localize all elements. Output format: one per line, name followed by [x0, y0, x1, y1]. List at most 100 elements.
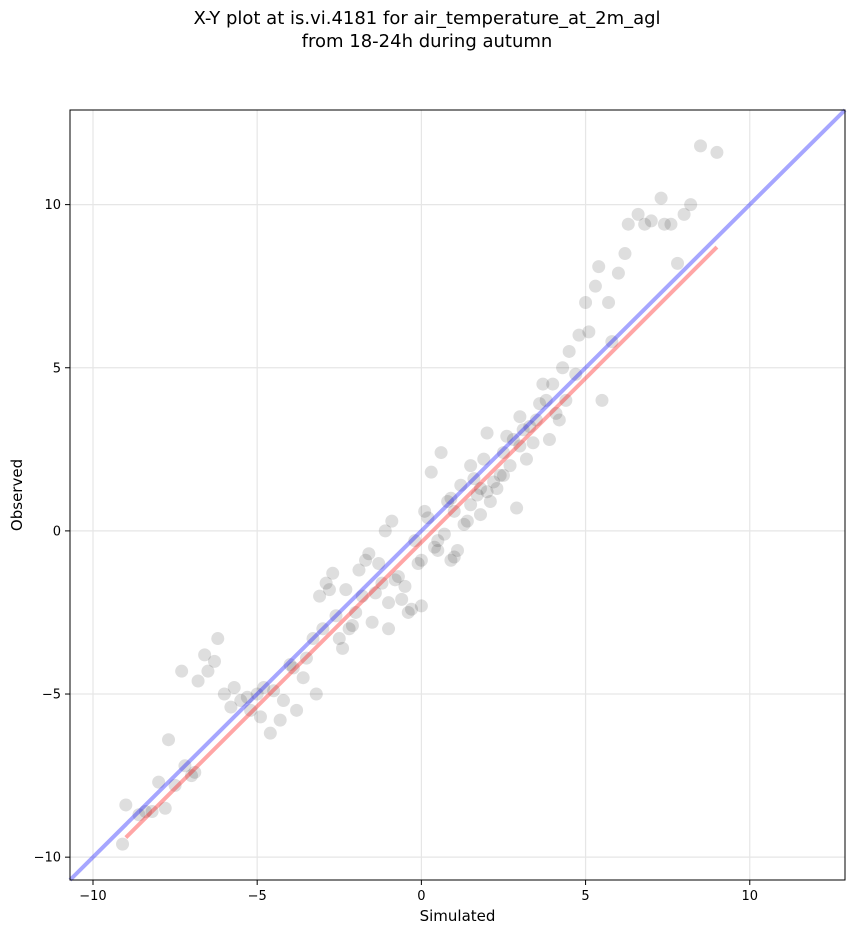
data-point — [240, 690, 254, 704]
data-point — [595, 393, 609, 407]
data-point — [671, 256, 685, 270]
data-point — [345, 619, 359, 633]
one-to-one-line — [68, 108, 847, 882]
data-point — [588, 279, 602, 293]
data-point — [119, 798, 133, 812]
data-point — [473, 481, 487, 495]
data-point — [253, 710, 267, 724]
data-point — [398, 579, 412, 593]
data-point — [437, 527, 451, 541]
data-point — [185, 769, 199, 783]
chart-title-line-2: from 18-24h during autumn — [301, 31, 553, 52]
y-tick-label: 0 — [53, 524, 61, 539]
data-point — [454, 478, 468, 492]
data-point — [464, 459, 478, 473]
data-point — [536, 377, 550, 391]
data-point — [365, 615, 379, 629]
data-point — [309, 687, 323, 701]
data-point — [414, 599, 428, 613]
data-point — [227, 681, 241, 694]
data-point — [654, 191, 668, 205]
data-point — [657, 217, 671, 231]
data-point — [539, 393, 553, 407]
data-point — [191, 674, 205, 688]
data-point — [490, 481, 504, 495]
data-point — [451, 543, 464, 557]
data-point — [152, 775, 166, 789]
data-point — [352, 563, 366, 577]
data-point — [644, 214, 658, 228]
data-point — [516, 423, 530, 437]
data-point — [569, 367, 583, 381]
data-point — [168, 778, 182, 792]
data-point — [592, 260, 606, 274]
data-point — [132, 808, 146, 822]
data-point — [605, 335, 619, 349]
data-point — [441, 495, 455, 509]
data-point — [506, 433, 520, 447]
data-point — [306, 632, 320, 646]
data-point — [414, 553, 428, 567]
data-point — [513, 439, 527, 453]
data-point — [319, 576, 333, 590]
data-point — [290, 703, 304, 717]
data-point — [385, 514, 399, 528]
data-point — [198, 648, 212, 662]
data-point — [428, 540, 442, 554]
data-point — [286, 661, 300, 675]
data-point — [694, 139, 708, 153]
data-point — [510, 501, 524, 515]
data-point — [418, 504, 432, 518]
data-point — [473, 508, 487, 522]
data-point — [139, 804, 153, 818]
data-point — [618, 247, 632, 261]
data-point — [424, 465, 438, 479]
data-point — [526, 436, 540, 450]
data-point — [349, 605, 363, 619]
data-point — [631, 207, 645, 221]
data-point — [684, 198, 698, 212]
data-point — [638, 217, 652, 231]
grid-lines — [70, 110, 845, 880]
data-point — [470, 488, 484, 502]
y-axis-label: Observed — [8, 459, 26, 531]
data-point — [411, 557, 425, 571]
data-point — [467, 472, 481, 486]
data-point — [332, 632, 346, 646]
y-tick-label: −10 — [34, 851, 61, 866]
x-tick-label: 10 — [741, 889, 758, 904]
data-point — [391, 570, 405, 584]
data-point — [267, 684, 281, 698]
data-point — [529, 413, 543, 427]
data-point — [382, 622, 396, 636]
data-point — [519, 452, 533, 466]
data-point — [460, 514, 474, 528]
data-point — [464, 498, 478, 512]
data-point — [477, 452, 491, 466]
data-point — [582, 325, 596, 339]
scatter-points — [116, 139, 724, 851]
data-point — [382, 596, 396, 610]
data-point — [611, 266, 625, 280]
data-point — [447, 504, 461, 518]
data-point — [316, 622, 330, 636]
axis-ticks: −10 −5 0 5 10 −10 −5 0 5 10 — [34, 198, 758, 904]
data-point — [355, 589, 369, 603]
regression-line — [124, 245, 719, 839]
y-tick-label: 5 — [53, 361, 61, 376]
data-point — [224, 700, 238, 714]
data-point — [677, 207, 691, 221]
data-point — [562, 344, 576, 358]
data-point — [313, 589, 327, 603]
data-point — [457, 517, 471, 531]
data-point — [710, 145, 724, 159]
data-point — [299, 651, 313, 665]
data-point — [579, 296, 593, 309]
data-point — [421, 511, 435, 525]
data-point — [263, 726, 277, 740]
data-point — [503, 459, 517, 473]
data-point — [322, 583, 336, 597]
data-point — [188, 765, 202, 779]
data-point — [276, 694, 290, 708]
data-point — [533, 397, 547, 411]
